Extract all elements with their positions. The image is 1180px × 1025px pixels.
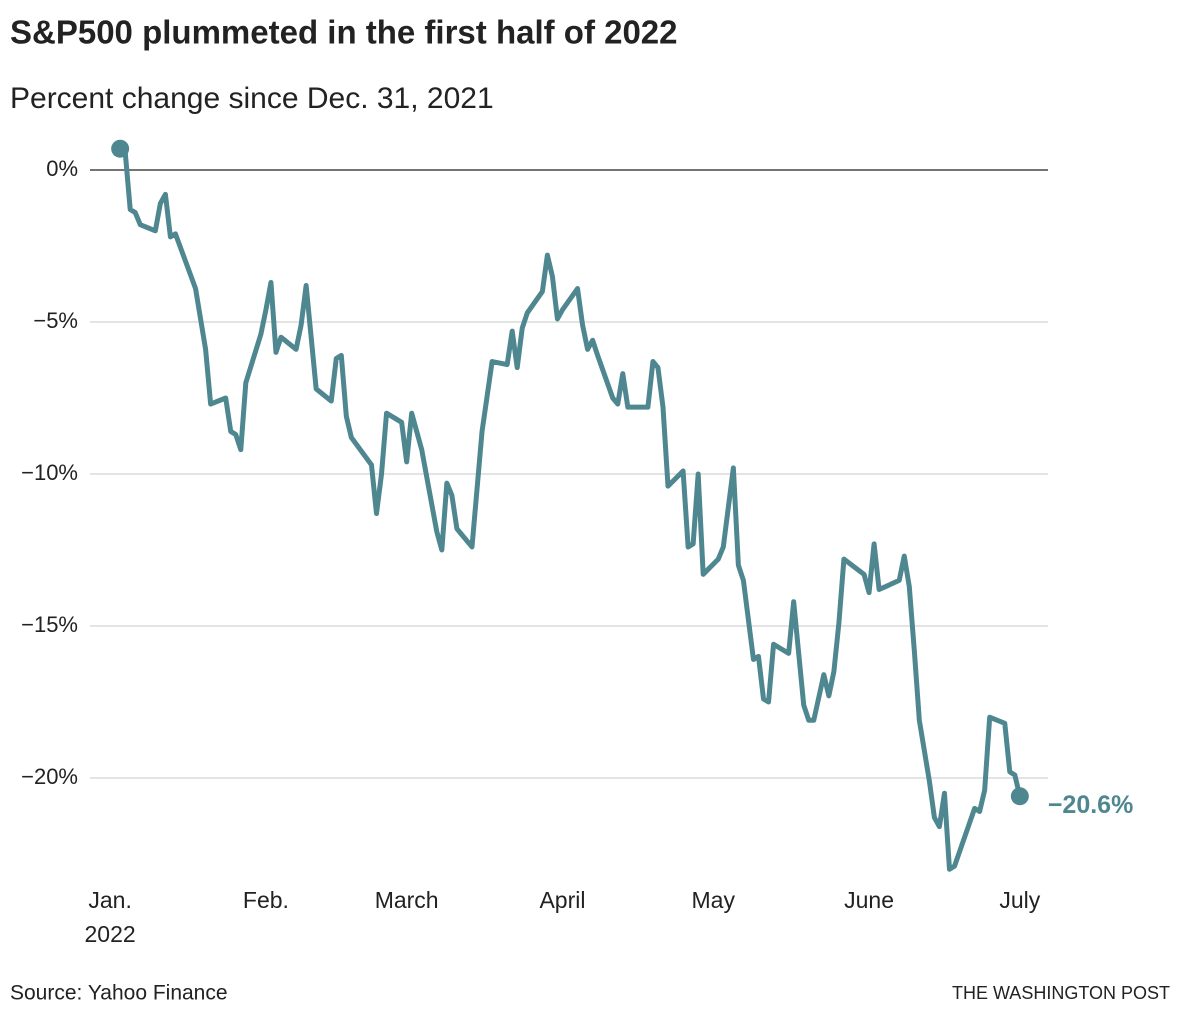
- x-tick-label: March: [375, 887, 439, 913]
- chart-subtitle: Percent change since Dec. 31, 2021: [10, 82, 494, 115]
- end-dot: [1010, 787, 1029, 806]
- y-tick-label: −10%: [21, 460, 78, 485]
- x-tick-label: April: [539, 887, 585, 913]
- y-tick-label: −5%: [33, 308, 78, 333]
- y-tick-label: 0%: [46, 156, 78, 181]
- x-tick-label: Feb.: [243, 887, 289, 913]
- credit: THE WASHINGTON POST: [952, 983, 1170, 1003]
- x-tick-label: July: [999, 887, 1040, 913]
- y-tick-label: −20%: [21, 764, 78, 789]
- x-tick-sublabel: 2022: [85, 921, 136, 947]
- x-tick-label: June: [844, 887, 894, 913]
- series-line: [117, 146, 1023, 872]
- source: Source: Yahoo Finance: [10, 982, 228, 1005]
- x-tick-label: May: [692, 887, 736, 913]
- end-dot: [111, 139, 130, 158]
- y-tick-label: −15%: [21, 612, 78, 637]
- value-label: −20.6%: [1048, 791, 1134, 819]
- chart-title: S&P500 plummeted in the first half of 20…: [10, 14, 678, 51]
- x-tick-label: Jan.: [88, 887, 131, 913]
